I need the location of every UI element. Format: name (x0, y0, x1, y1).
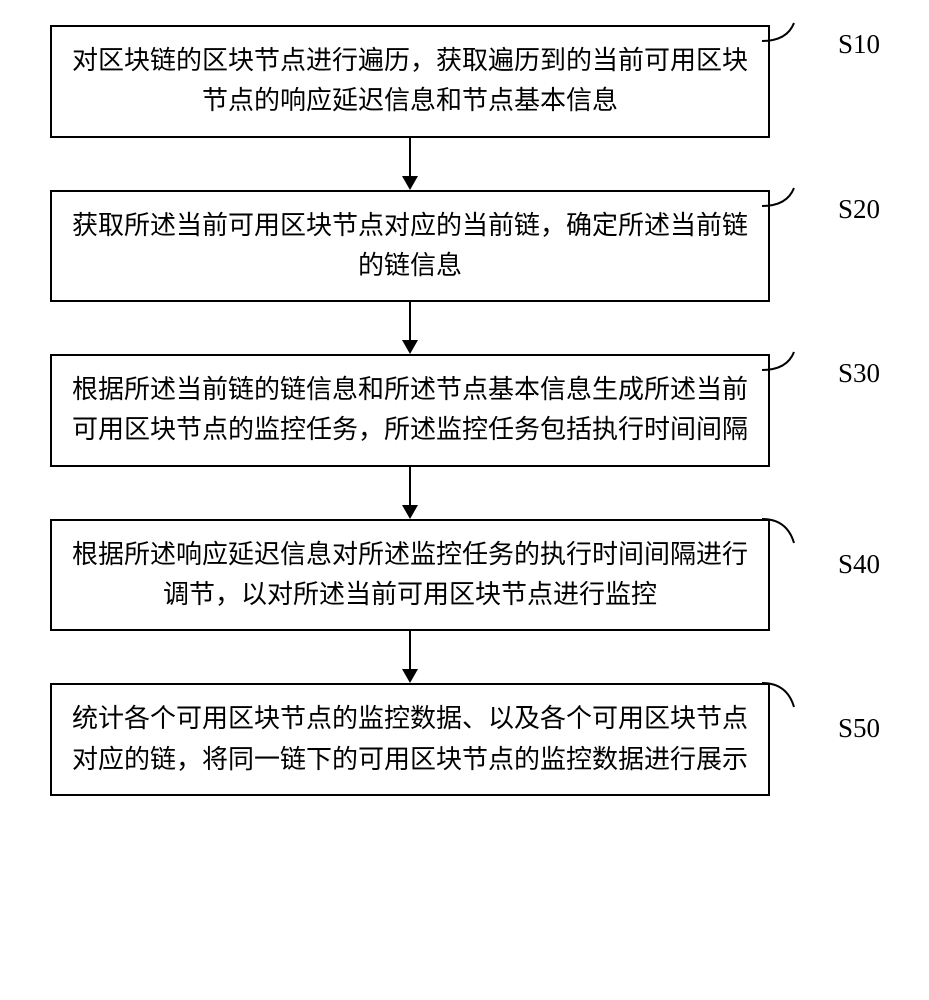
step-text: 获取所述当前可用区块节点对应的当前链，确定所述当前链的链信息 (72, 206, 748, 287)
arrow-down-icon (398, 302, 422, 354)
arrow (50, 631, 770, 683)
arrow (50, 467, 770, 519)
step-text: 根据所述响应延迟信息对所述监控任务的执行时间间隔进行调节，以对所述当前可用区块节… (72, 535, 748, 616)
curve-icon (762, 511, 822, 557)
step-row: 对区块链的区块节点进行遍历，获取遍历到的当前可用区块节点的响应延迟信息和节点基本… (50, 25, 880, 138)
step-label: S20 (838, 194, 880, 225)
step-label: S30 (838, 358, 880, 389)
arrow-down-icon (398, 138, 422, 190)
step-label: S10 (838, 29, 880, 60)
arrow (50, 138, 770, 190)
arrow-down-icon (398, 631, 422, 683)
step-row: 获取所述当前可用区块节点对应的当前链，确定所述当前链的链信息 S20 (50, 190, 880, 303)
step-row: 根据所述当前链的链信息和所述节点基本信息生成所述当前可用区块节点的监控任务，所述… (50, 354, 880, 467)
step-row: 统计各个可用区块节点的监控数据、以及各个可用区块节点对应的链，将同一链下的可用区… (50, 683, 880, 796)
step-row: 根据所述响应延迟信息对所述监控任务的执行时间间隔进行调节，以对所述当前可用区块节… (50, 519, 880, 632)
label-connector: S30 (770, 354, 880, 394)
label-connector: S50 (770, 683, 880, 723)
arrow-down-icon (398, 467, 422, 519)
curve-icon (762, 346, 822, 386)
step-label: S50 (838, 713, 880, 744)
step-label: S40 (838, 549, 880, 580)
label-connector: S20 (770, 190, 880, 230)
arrow (50, 302, 770, 354)
step-text: 对区块链的区块节点进行遍历，获取遍历到的当前可用区块节点的响应延迟信息和节点基本… (72, 41, 748, 122)
step-box-s30: 根据所述当前链的链信息和所述节点基本信息生成所述当前可用区块节点的监控任务，所述… (50, 354, 770, 467)
step-text: 根据所述当前链的链信息和所述节点基本信息生成所述当前可用区块节点的监控任务，所述… (72, 370, 748, 451)
step-box-s10: 对区块链的区块节点进行遍历，获取遍历到的当前可用区块节点的响应延迟信息和节点基本… (50, 25, 770, 138)
step-text: 统计各个可用区块节点的监控数据、以及各个可用区块节点对应的链，将同一链下的可用区… (72, 699, 748, 780)
step-box-s50: 统计各个可用区块节点的监控数据、以及各个可用区块节点对应的链，将同一链下的可用区… (50, 683, 770, 796)
step-box-s40: 根据所述响应延迟信息对所述监控任务的执行时间间隔进行调节，以对所述当前可用区块节… (50, 519, 770, 632)
flowchart-container: 对区块链的区块节点进行遍历，获取遍历到的当前可用区块节点的响应延迟信息和节点基本… (50, 25, 880, 796)
curve-icon (762, 675, 822, 721)
step-box-s20: 获取所述当前可用区块节点对应的当前链，确定所述当前链的链信息 (50, 190, 770, 303)
label-connector: S40 (770, 519, 880, 559)
label-connector: S10 (770, 25, 880, 65)
curve-icon (762, 182, 822, 222)
curve-icon (762, 17, 822, 57)
